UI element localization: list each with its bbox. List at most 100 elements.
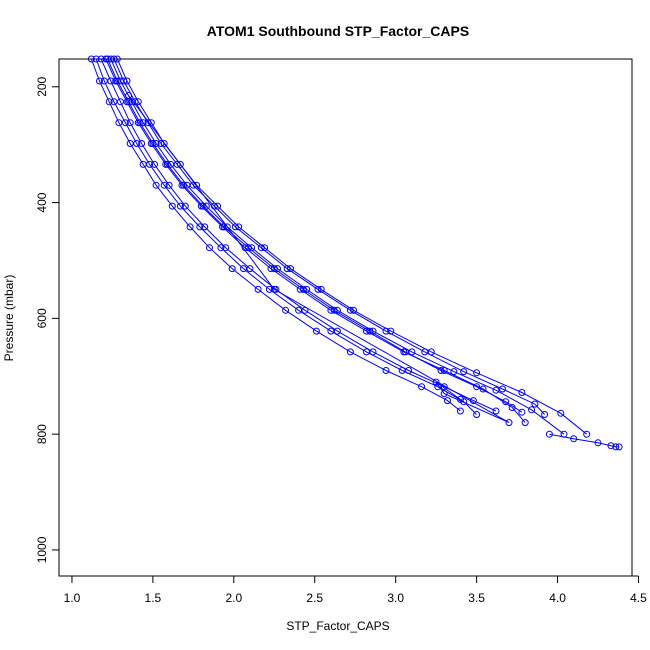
data-point — [583, 430, 591, 438]
data-point — [112, 77, 120, 85]
series-line — [107, 58, 523, 413]
data-point — [176, 202, 184, 210]
data-point — [408, 348, 416, 356]
data-point — [508, 404, 516, 411]
data-point — [346, 348, 354, 356]
data-point — [147, 140, 155, 147]
data-point — [240, 265, 247, 273]
data-point — [100, 77, 108, 85]
data-point — [151, 160, 158, 168]
series-layer — [87, 55, 623, 451]
data-point — [350, 306, 358, 314]
data-point — [206, 244, 213, 252]
data-point — [440, 367, 448, 374]
series-line — [110, 58, 565, 435]
data-point — [287, 265, 294, 273]
data-point — [165, 181, 173, 189]
data-point — [228, 265, 236, 273]
y-axis-label: Pressure (mbar) — [2, 275, 16, 362]
data-point — [499, 385, 506, 393]
data-point — [176, 160, 184, 168]
data-point — [492, 386, 500, 394]
data-point — [557, 409, 565, 417]
x-tick-label: 1.5 — [145, 591, 162, 605]
data-point — [317, 285, 325, 293]
data-point — [492, 407, 500, 415]
x-tick-label: 1.0 — [64, 591, 81, 605]
x-axis: 1.0 1.5 2.0 2.5 3.0 3.5 4.0 4.5 — [64, 575, 647, 605]
data-point — [168, 202, 176, 210]
data-point — [105, 98, 113, 106]
data-point — [270, 285, 278, 293]
y-tick-label: 200 — [35, 76, 49, 96]
data-point — [418, 383, 426, 391]
data-point — [193, 181, 201, 189]
data-point — [594, 439, 602, 447]
data-point — [202, 202, 210, 210]
data-point — [505, 419, 513, 427]
x-tick-label: 4.0 — [549, 591, 566, 605]
data-point — [110, 98, 118, 106]
data-point — [327, 327, 335, 335]
data-point — [296, 285, 304, 293]
x-tick-label: 4.5 — [630, 591, 647, 605]
data-point — [460, 368, 468, 376]
data-point — [570, 435, 578, 443]
data-point — [197, 202, 205, 210]
data-point — [96, 77, 103, 85]
data-point — [126, 119, 134, 127]
data-point — [87, 55, 95, 63]
data-point — [214, 202, 222, 210]
chart-title: ATOM1 Southbound STP_Factor_CAPS — [207, 23, 469, 39]
data-point — [444, 397, 451, 405]
data-point — [152, 140, 160, 147]
y-tick-label: 400 — [35, 192, 49, 212]
data-point — [518, 389, 526, 396]
data-point — [456, 395, 464, 403]
data-point — [267, 265, 275, 273]
data-point — [363, 348, 370, 356]
data-point — [133, 140, 141, 147]
data-point — [518, 408, 526, 416]
series-line — [113, 58, 545, 415]
data-point — [261, 244, 269, 252]
data-point — [615, 443, 623, 451]
data-point — [123, 77, 131, 85]
data-point — [479, 385, 487, 393]
data-point — [223, 223, 231, 231]
data-point — [113, 55, 121, 63]
data-point — [473, 369, 481, 377]
data-point — [254, 285, 262, 293]
data-point — [162, 160, 170, 168]
data-point — [432, 378, 440, 386]
data-point — [186, 223, 194, 231]
data-point — [125, 92, 133, 99]
data-point — [363, 327, 370, 335]
x-tick-label: 3.0 — [387, 591, 404, 605]
data-point — [456, 407, 464, 415]
series-line — [105, 58, 526, 423]
data-point — [181, 202, 189, 210]
data-point — [178, 181, 186, 189]
data-point — [123, 98, 131, 106]
data-point — [183, 181, 191, 189]
data-point — [528, 406, 536, 414]
data-point — [196, 223, 204, 231]
data-point — [327, 306, 335, 314]
data-point — [139, 119, 147, 127]
data-point — [201, 223, 209, 231]
x-tick-label: 2.5 — [306, 591, 323, 605]
data-point — [541, 411, 549, 418]
x-tick-label: 2.0 — [225, 591, 242, 605]
data-point — [152, 181, 160, 189]
y-axis: 200 400 600 800 1000 — [35, 76, 60, 563]
data-point — [235, 223, 243, 231]
data-point — [473, 383, 481, 391]
data-point — [612, 443, 620, 451]
data-point — [312, 327, 320, 335]
data-point — [134, 98, 142, 106]
data-point — [473, 411, 481, 418]
data-point — [92, 55, 100, 63]
y-tick-label: 1000 — [35, 536, 49, 563]
data-point — [295, 306, 303, 314]
